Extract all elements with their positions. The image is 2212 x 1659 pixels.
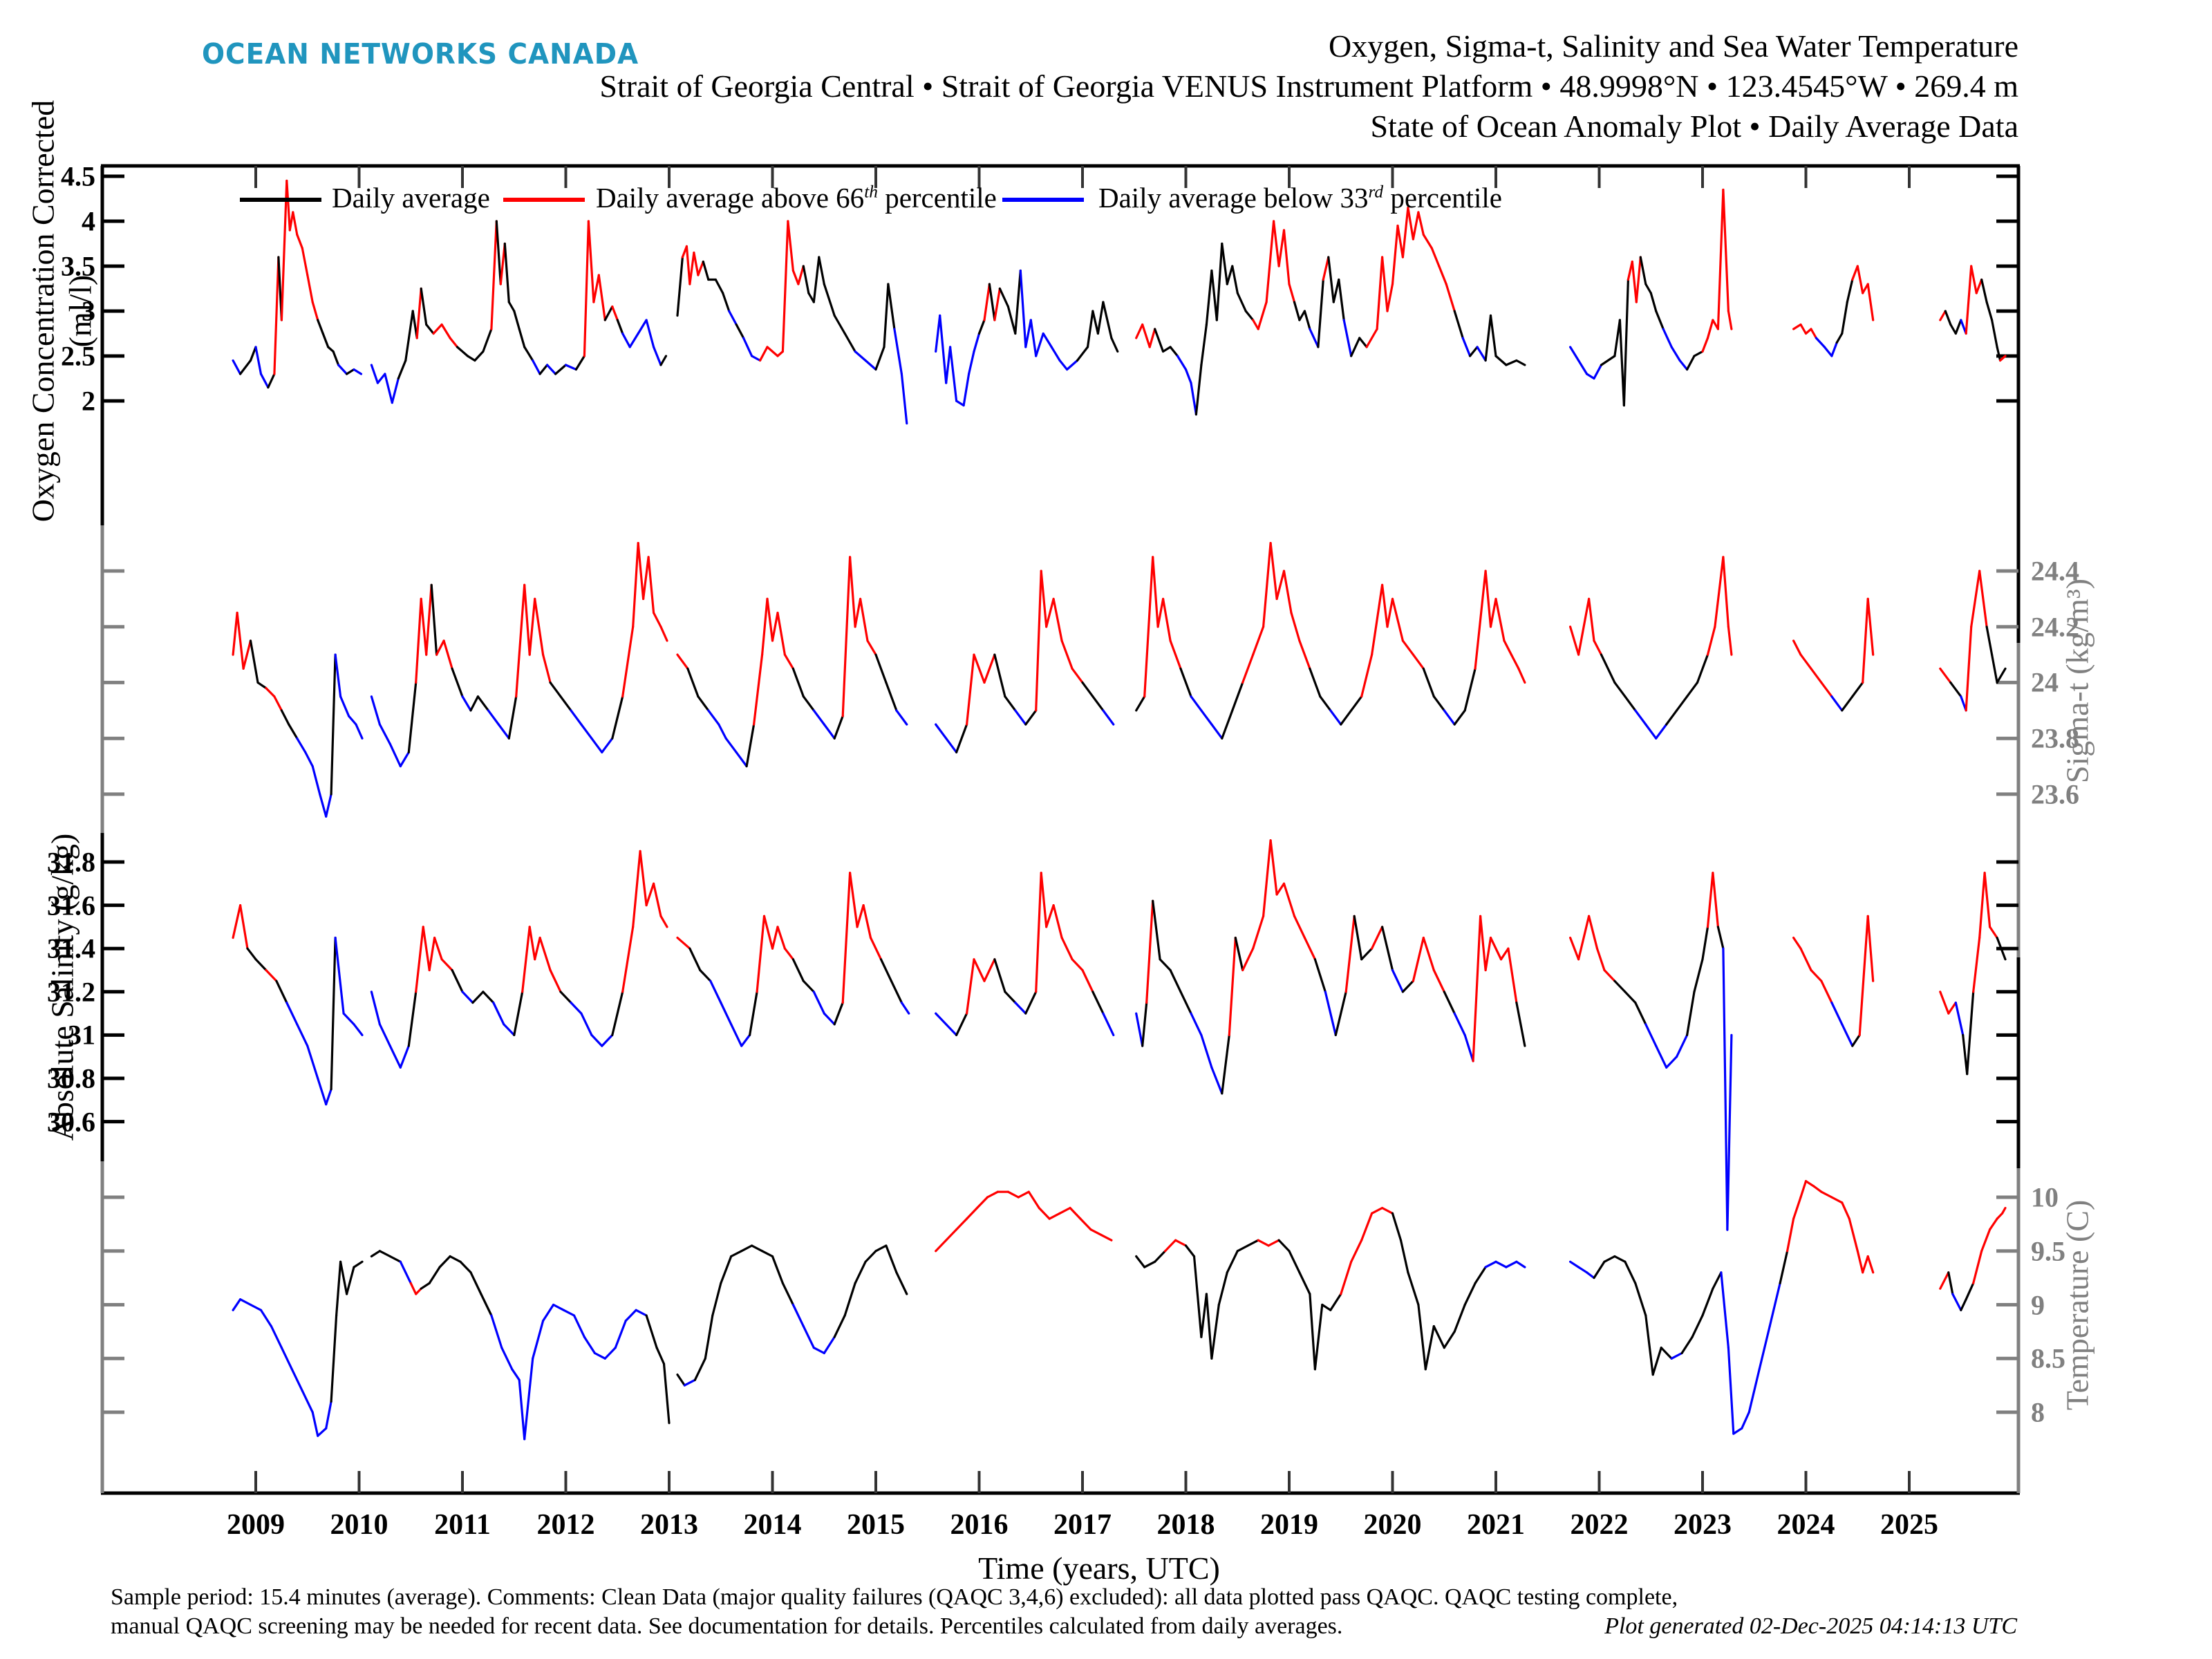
x-tick-label: 2024	[1777, 1509, 1835, 1541]
y-tick-label-oxygen: 2	[82, 385, 95, 417]
legend-label-daily-average: Daily average	[332, 182, 490, 214]
x-tick-label: 2019	[1260, 1509, 1318, 1541]
x-tick-label: 2012	[536, 1509, 595, 1541]
y-tick-label-oxygen: 4	[82, 205, 95, 237]
y-tick-label-salinity: 31.8	[47, 846, 95, 878]
y-tick-label-temperature: 9	[2031, 1289, 2045, 1320]
x-tick-label: 2025	[1880, 1509, 1938, 1541]
y-tick-label-sigma_t: 24.4	[2031, 555, 2079, 587]
x-tick-label: 2010	[330, 1509, 388, 1541]
y-tick-label-salinity: 30.6	[47, 1106, 95, 1138]
legend-label-above-66th: Daily average above 66th percentile	[596, 182, 997, 214]
x-tick-label: 2015	[847, 1509, 905, 1541]
plot-title-line3: State of Ocean Anomaly Plot • Daily Aver…	[1370, 109, 2018, 144]
y-tick-label-salinity: 31.6	[47, 890, 95, 921]
temperature-axis-title: Temperature (C)	[2059, 1199, 2095, 1411]
x-tick-label: 2021	[1467, 1509, 1525, 1541]
y-tick-label-salinity: 31.2	[47, 976, 95, 1008]
x-tick-label: 2009	[227, 1509, 285, 1541]
y-tick-label-oxygen: 4.5	[61, 160, 95, 192]
y-tick-label-sigma_t: 23.6	[2031, 778, 2079, 810]
plot-generated-timestamp: Plot generated 02-Dec-2025 04:14:13 UTC	[1604, 1613, 2017, 1639]
x-tick-label: 2014	[743, 1509, 802, 1541]
onc-logo: OCEAN NETWORKS CANADA	[202, 37, 639, 71]
y-tick-label-salinity: 30.8	[47, 1062, 95, 1094]
y-tick-label-sigma_t: 23.8	[2031, 722, 2079, 754]
y-tick-label-oxygen: 2.5	[61, 340, 95, 372]
y-tick-label-salinity: 31.4	[47, 932, 95, 964]
x-tick-label: 2020	[1363, 1509, 1422, 1541]
y-tick-label-temperature: 8	[2031, 1396, 2045, 1428]
y-tick-label-sigma_t: 24	[2031, 666, 2059, 698]
legend-line-daily-average	[240, 198, 321, 202]
y-tick-label-temperature: 8.5	[2031, 1342, 2065, 1374]
y-tick-label-temperature: 9.5	[2031, 1235, 2065, 1267]
x-axis-title: Time (years, UTC)	[978, 1550, 1220, 1586]
legend-label-below-33rd: Daily average below 33rd percentile	[1098, 182, 1503, 214]
y-tick-label-oxygen: 3.5	[61, 250, 95, 282]
x-tick-label: 2023	[1674, 1509, 1732, 1541]
y-tick-label-sigma_t: 24.2	[2031, 611, 2079, 643]
plot-title-line1: Oxygen, Sigma-t, Salinity and Sea Water …	[1328, 28, 2018, 64]
x-tick-label: 2016	[950, 1509, 1009, 1541]
x-tick-label: 2017	[1053, 1509, 1112, 1541]
footer-comments-line1: Sample period: 15.4 minutes (average). C…	[111, 1584, 1678, 1610]
y-tick-label-temperature: 10	[2031, 1181, 2059, 1213]
y-tick-label-oxygen: 3	[82, 295, 95, 327]
y-tick-label-salinity: 31	[68, 1019, 95, 1051]
footer-comments-line2: manual QAQC screening may be needed for …	[111, 1613, 1343, 1639]
oxygen-axis-title-line1: Oxygen Concentration Corrected	[25, 100, 61, 523]
legend-line-below-33rd	[1002, 198, 1084, 202]
x-tick-label: 2022	[1570, 1509, 1629, 1541]
plot-title-line2: Strait of Georgia Central • Strait of Ge…	[599, 68, 2018, 104]
x-tick-label: 2011	[434, 1509, 491, 1541]
x-tick-label: 2018	[1156, 1509, 1215, 1541]
x-tick-label: 2013	[640, 1509, 698, 1541]
legend-line-above-66th	[503, 198, 585, 202]
